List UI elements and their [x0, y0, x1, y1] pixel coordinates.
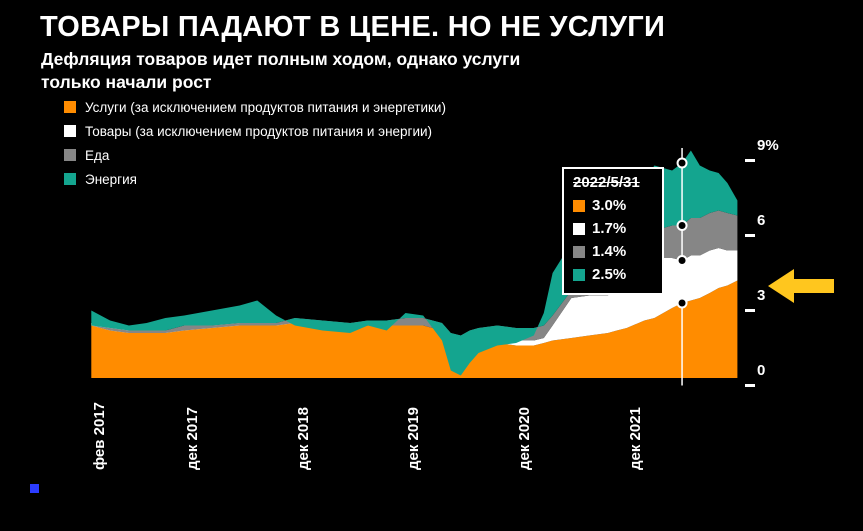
y-axis-tick: [745, 234, 755, 237]
annotation-arrow-icon: [768, 269, 834, 303]
subtitle-line-2: только начали рост: [41, 72, 212, 92]
y-axis-tick: [745, 159, 755, 162]
y-axis-label: 0: [757, 362, 766, 379]
tooltip-value-goods: 1.7%: [592, 220, 627, 237]
y-axis-label: 6: [757, 212, 766, 229]
legend-item-goods[interactable]: Товары (за исключением продуктов питания…: [64, 119, 446, 143]
stacked-area-chart[interactable]: [88, 145, 744, 430]
arrow-left-icon: [768, 269, 834, 303]
hover-dot: [676, 220, 688, 231]
y-axis-tick: [745, 309, 755, 312]
tooltip-value-services: 3.0%: [592, 197, 627, 214]
legend: Услуги (за исключением продуктов питания…: [64, 95, 446, 191]
x-axis-label: дек 2019: [405, 407, 423, 470]
tooltip-row-energy: 2.5%: [573, 263, 653, 286]
legend-label-energy: Энергия: [85, 171, 137, 187]
area-services: [91, 280, 738, 378]
services-swatch-icon: [64, 101, 76, 113]
goods-swatch-icon: [573, 222, 585, 235]
tooltip-row-food: 1.4%: [573, 240, 653, 263]
hover-dot: [676, 297, 688, 309]
food-swatch-icon: [64, 149, 76, 161]
legend-item-energy[interactable]: Энергия: [64, 167, 446, 191]
tooltip-row-goods: 1.7%: [573, 217, 653, 240]
energy-swatch-icon: [64, 173, 76, 185]
y-axis-label: 3: [757, 287, 766, 304]
tooltip-row-services: 3.0%: [573, 194, 653, 217]
legend-item-services[interactable]: Услуги (за исключением продуктов питания…: [64, 95, 446, 119]
legend-item-food[interactable]: Еда: [64, 143, 446, 167]
x-axis-label: дек 2020: [516, 407, 534, 470]
subtitle-line-1: Дефляция товаров идет полным ходом, одна…: [41, 49, 521, 69]
x-axis-label: дек 2017: [184, 407, 202, 470]
legend-label-goods: Товары (за исключением продуктов питания…: [85, 123, 433, 139]
services-swatch-icon: [573, 199, 585, 212]
y-axis-tick: [745, 384, 755, 387]
goods-swatch-icon: [64, 125, 76, 137]
tooltip-date: 2022/5/31: [573, 174, 640, 191]
tooltip: 2022/5/31 3.0% 1.7% 1.4% 2.5%: [562, 167, 664, 295]
x-axis-label: дек 2018: [294, 407, 312, 470]
chart-subtitle: Дефляция товаров идет полным ходом, одна…: [41, 48, 520, 94]
legend-label-services: Услуги (за исключением продуктов питания…: [85, 99, 446, 115]
x-axis-label: дек 2021: [626, 407, 644, 470]
tooltip-value-food: 1.4%: [592, 243, 627, 260]
y-axis-label: 9%: [757, 137, 779, 154]
watermark-dot: [30, 484, 39, 493]
food-swatch-icon: [573, 245, 585, 258]
page-title: ТОВАРЫ ПАДАЮТ В ЦЕНЕ. НО НЕ УСЛУГИ: [40, 11, 666, 43]
hover-dot: [676, 255, 688, 266]
energy-swatch-icon: [573, 268, 585, 281]
tooltip-value-energy: 2.5%: [592, 266, 627, 283]
area-energy: [91, 150, 738, 376]
area-food: [91, 210, 738, 348]
legend-label-food: Еда: [85, 147, 110, 163]
hover-dot: [676, 157, 688, 169]
x-axis-label: фев 2017: [91, 401, 109, 470]
